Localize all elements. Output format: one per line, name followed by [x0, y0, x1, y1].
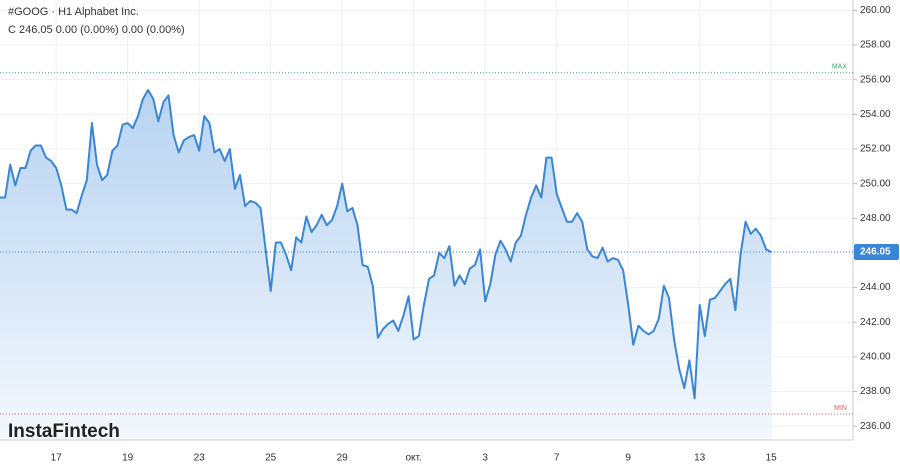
- y-tick-label: 238.00: [860, 386, 891, 397]
- y-tick-label: 248.00: [860, 213, 891, 224]
- x-tick-label: 9: [625, 453, 631, 464]
- y-tick-label: 240.00: [860, 351, 891, 362]
- x-tick-label: 15: [766, 453, 778, 464]
- y-tick-label: 236.00: [860, 421, 891, 432]
- x-tick-label: 13: [694, 453, 706, 464]
- x-tick-label: окт.: [406, 453, 422, 464]
- y-tick-label: 242.00: [860, 317, 891, 328]
- x-tick-label: 25: [265, 453, 277, 464]
- x-tick-label: 17: [51, 453, 63, 464]
- max-line-label: MAX: [832, 64, 848, 71]
- y-tick-label: 244.00: [860, 282, 891, 293]
- area-fill: [0, 90, 772, 440]
- x-tick-label: 23: [194, 453, 206, 464]
- x-tick-label: 7: [554, 453, 560, 464]
- y-tick-label: 250.00: [860, 178, 891, 189]
- header: #GOOG · H1 Alphabet Inc.: [8, 6, 139, 18]
- y-tick-label: 256.00: [860, 74, 891, 85]
- x-tick-label: 29: [337, 453, 349, 464]
- x-tick-label: 19: [122, 453, 134, 464]
- y-tick-label: 260.00: [860, 5, 891, 16]
- last-price-label: 246.05: [860, 247, 891, 258]
- y-tick-label: 254.00: [860, 109, 891, 120]
- ohlc: C 246.05 0.00 (0.00%) 0.00 (0.00%): [8, 24, 185, 36]
- min-line-label: MIN: [834, 405, 847, 412]
- logo: InstaFintech: [8, 421, 120, 442]
- y-tick-label: 252.00: [860, 144, 891, 155]
- x-tick-label: 3: [482, 453, 488, 464]
- last-price-tag: [854, 244, 899, 261]
- price-line: [0, 89, 772, 400]
- y-tick-label: 258.00: [860, 40, 891, 51]
